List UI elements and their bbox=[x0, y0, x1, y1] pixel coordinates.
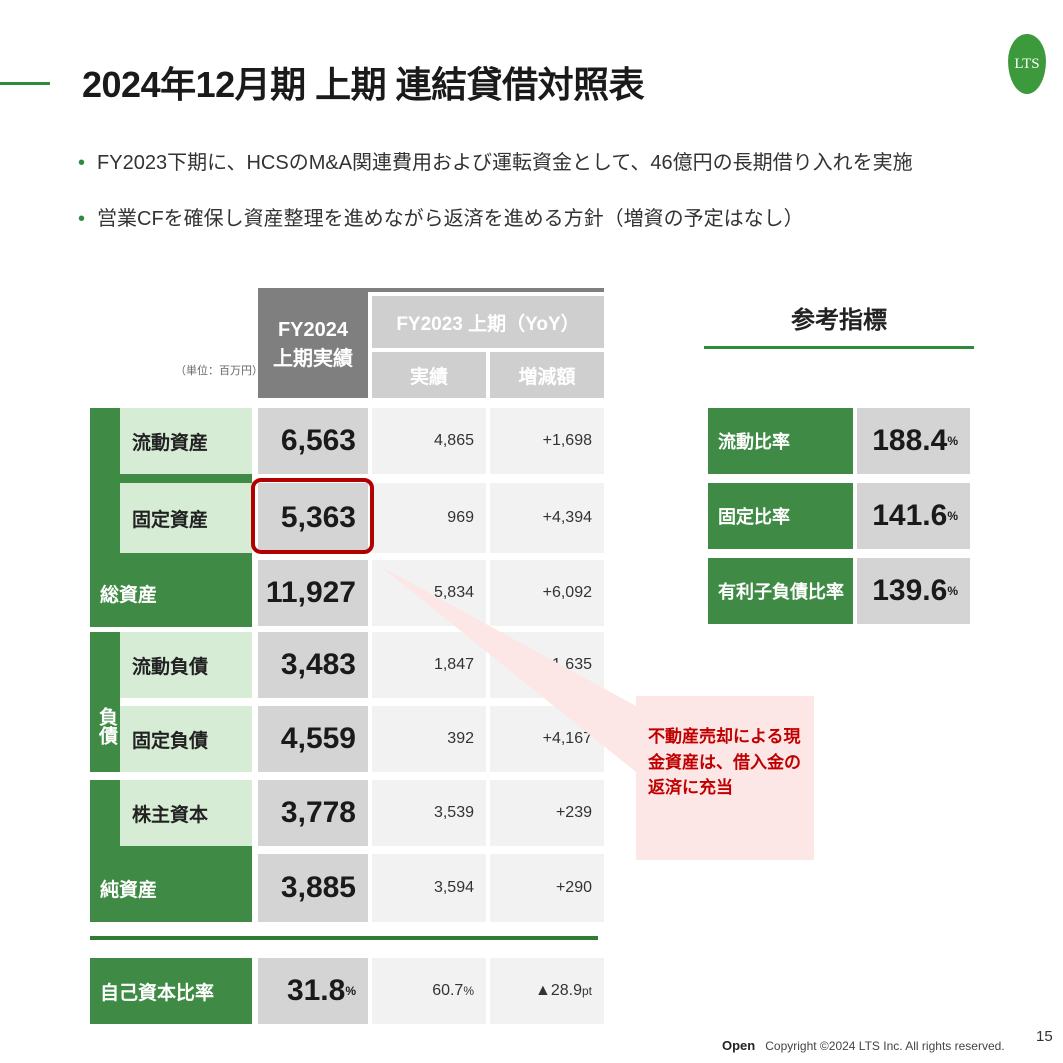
value-number: 188.4 bbox=[872, 424, 948, 457]
value-unit: pt bbox=[581, 984, 592, 998]
reference-label-debt-ratio: 有利子負債比率 bbox=[708, 558, 853, 624]
value-fy2023-current-liabilities: 1,847 bbox=[372, 632, 486, 698]
table-separator bbox=[90, 936, 598, 940]
value-number: 60.7 bbox=[432, 982, 464, 999]
value-fy2024-net-assets: 3,885 bbox=[258, 854, 368, 922]
title-accent-line bbox=[0, 82, 50, 85]
reference-underline bbox=[704, 346, 974, 349]
row-label-share-capital: 株主資本 bbox=[120, 780, 252, 846]
reference-title: 参考指標 bbox=[791, 307, 887, 334]
value-number: 31.8 bbox=[286, 974, 346, 1007]
value-change-net-assets: +290 bbox=[490, 854, 604, 922]
row-label-current-liabilities: 流動負債 bbox=[120, 632, 252, 698]
value-fy2023-fixed-assets: 969 bbox=[372, 483, 486, 553]
header-change: 増減額 bbox=[490, 352, 604, 398]
row-label-equity-ratio: 自己資本比率 bbox=[90, 958, 252, 1024]
note-box: 不動産売却による現金資産は、借入金の返済に充当 bbox=[636, 696, 814, 860]
liabilities-group-label: 負債 bbox=[90, 632, 120, 772]
value-number: ▲28.9 bbox=[535, 982, 582, 999]
value-unit: % bbox=[463, 984, 474, 998]
highlight-box bbox=[251, 478, 374, 554]
lts-logo: LTS bbox=[1008, 34, 1046, 94]
value-fy2024-current-assets: 6,563 bbox=[258, 408, 368, 474]
footer-copyright: Copyright ©2024 LTS Inc. All rights rese… bbox=[765, 1039, 1005, 1053]
value-change-equity-ratio: ▲28.9 pt bbox=[490, 958, 604, 1024]
reference-value-debt-ratio: 139.6% bbox=[857, 558, 970, 624]
header-fy2024: FY2024 上期実績 bbox=[258, 292, 368, 398]
value-change-fixed-liabilities: +4,167 bbox=[490, 706, 604, 772]
row-label-fixed-assets: 固定資産 bbox=[120, 483, 252, 553]
page-title: 2024年12月期 上期 連結貸借対照表 bbox=[82, 64, 645, 105]
value-change-share-capital: +239 bbox=[490, 780, 604, 846]
value-fy2024-fixed-assets: 5,363 bbox=[258, 483, 368, 553]
reference-value-fixed-ratio: 141.6% bbox=[857, 483, 970, 549]
header-fy2024-line2: 上期実績 bbox=[273, 348, 353, 370]
value-change-total-assets: +6,092 bbox=[490, 560, 604, 626]
reference-label-fixed-ratio: 固定比率 bbox=[708, 483, 853, 549]
unit-label: （単位：百万円） bbox=[175, 365, 263, 377]
value-fy2023-fixed-liabilities: 392 bbox=[372, 706, 486, 772]
reference-value-current-ratio: 188.4% bbox=[857, 408, 970, 474]
row-label-fixed-liabilities: 固定負債 bbox=[120, 706, 252, 772]
value-fy2023-net-assets: 3,594 bbox=[372, 854, 486, 922]
header-fy2023: FY2023 上期（YoY） bbox=[372, 296, 604, 348]
bullet-dot-icon: • bbox=[78, 208, 86, 230]
footer: Open Copyright ©2024 LTS Inc. All rights … bbox=[722, 1038, 1005, 1053]
header-actual: 実績 bbox=[372, 352, 486, 398]
value-fy2023-current-assets: 4,865 bbox=[372, 408, 486, 474]
bullet-2: • 営業CFを確保し資産整理を進めながら返済を進める方針（増資の予定はなし） bbox=[78, 202, 804, 231]
value-unit: % bbox=[947, 584, 958, 598]
value-fy2024-fixed-liabilities: 4,559 bbox=[258, 706, 368, 772]
value-fy2023-total-assets: 5,834 bbox=[372, 560, 486, 626]
bullet-text: FY2023下期に、HCSのM&A関連費用および運転資金として、46億円の長期借… bbox=[97, 152, 913, 174]
bullet-1: • FY2023下期に、HCSのM&A関連費用および運転資金として、46億円の長期… bbox=[78, 146, 913, 175]
value-fy2024-current-liabilities: 3,483 bbox=[258, 632, 368, 698]
page-number: 15 bbox=[1036, 1028, 1053, 1045]
reference-label-current-ratio: 流動比率 bbox=[708, 408, 853, 474]
value-fy2023-equity-ratio: 60.7% bbox=[372, 958, 486, 1024]
value-number: 139.6 bbox=[872, 574, 948, 607]
value-fy2024-share-capital: 3,778 bbox=[258, 780, 368, 846]
footer-open: Open bbox=[722, 1038, 756, 1053]
value-change-current-liabilities: +1,635 bbox=[490, 632, 604, 698]
value-change-fixed-assets: +4,394 bbox=[490, 483, 604, 553]
row-label-net-assets: 純資産 bbox=[90, 854, 252, 922]
header-top-bar bbox=[258, 288, 604, 292]
value-fy2024-total-assets: 11,927 bbox=[258, 560, 368, 626]
value-unit: % bbox=[947, 434, 958, 448]
row-label-total-assets: 総資産 bbox=[90, 560, 252, 626]
header-fy2024-line1: FY2024 bbox=[277, 319, 349, 341]
value-unit: % bbox=[947, 509, 958, 523]
value-fy2024-equity-ratio: 31.8% bbox=[258, 958, 368, 1024]
value-fy2023-share-capital: 3,539 bbox=[372, 780, 486, 846]
value-change-current-assets: +1,698 bbox=[490, 408, 604, 474]
bullet-dot-icon: • bbox=[78, 152, 86, 174]
value-number: 141.6 bbox=[872, 499, 948, 532]
row-label-current-assets: 流動資産 bbox=[120, 408, 252, 474]
value-unit: % bbox=[345, 984, 356, 998]
bullet-text: 営業CFを確保し資産整理を進めながら返済を進める方針（増資の予定はなし） bbox=[97, 208, 804, 230]
